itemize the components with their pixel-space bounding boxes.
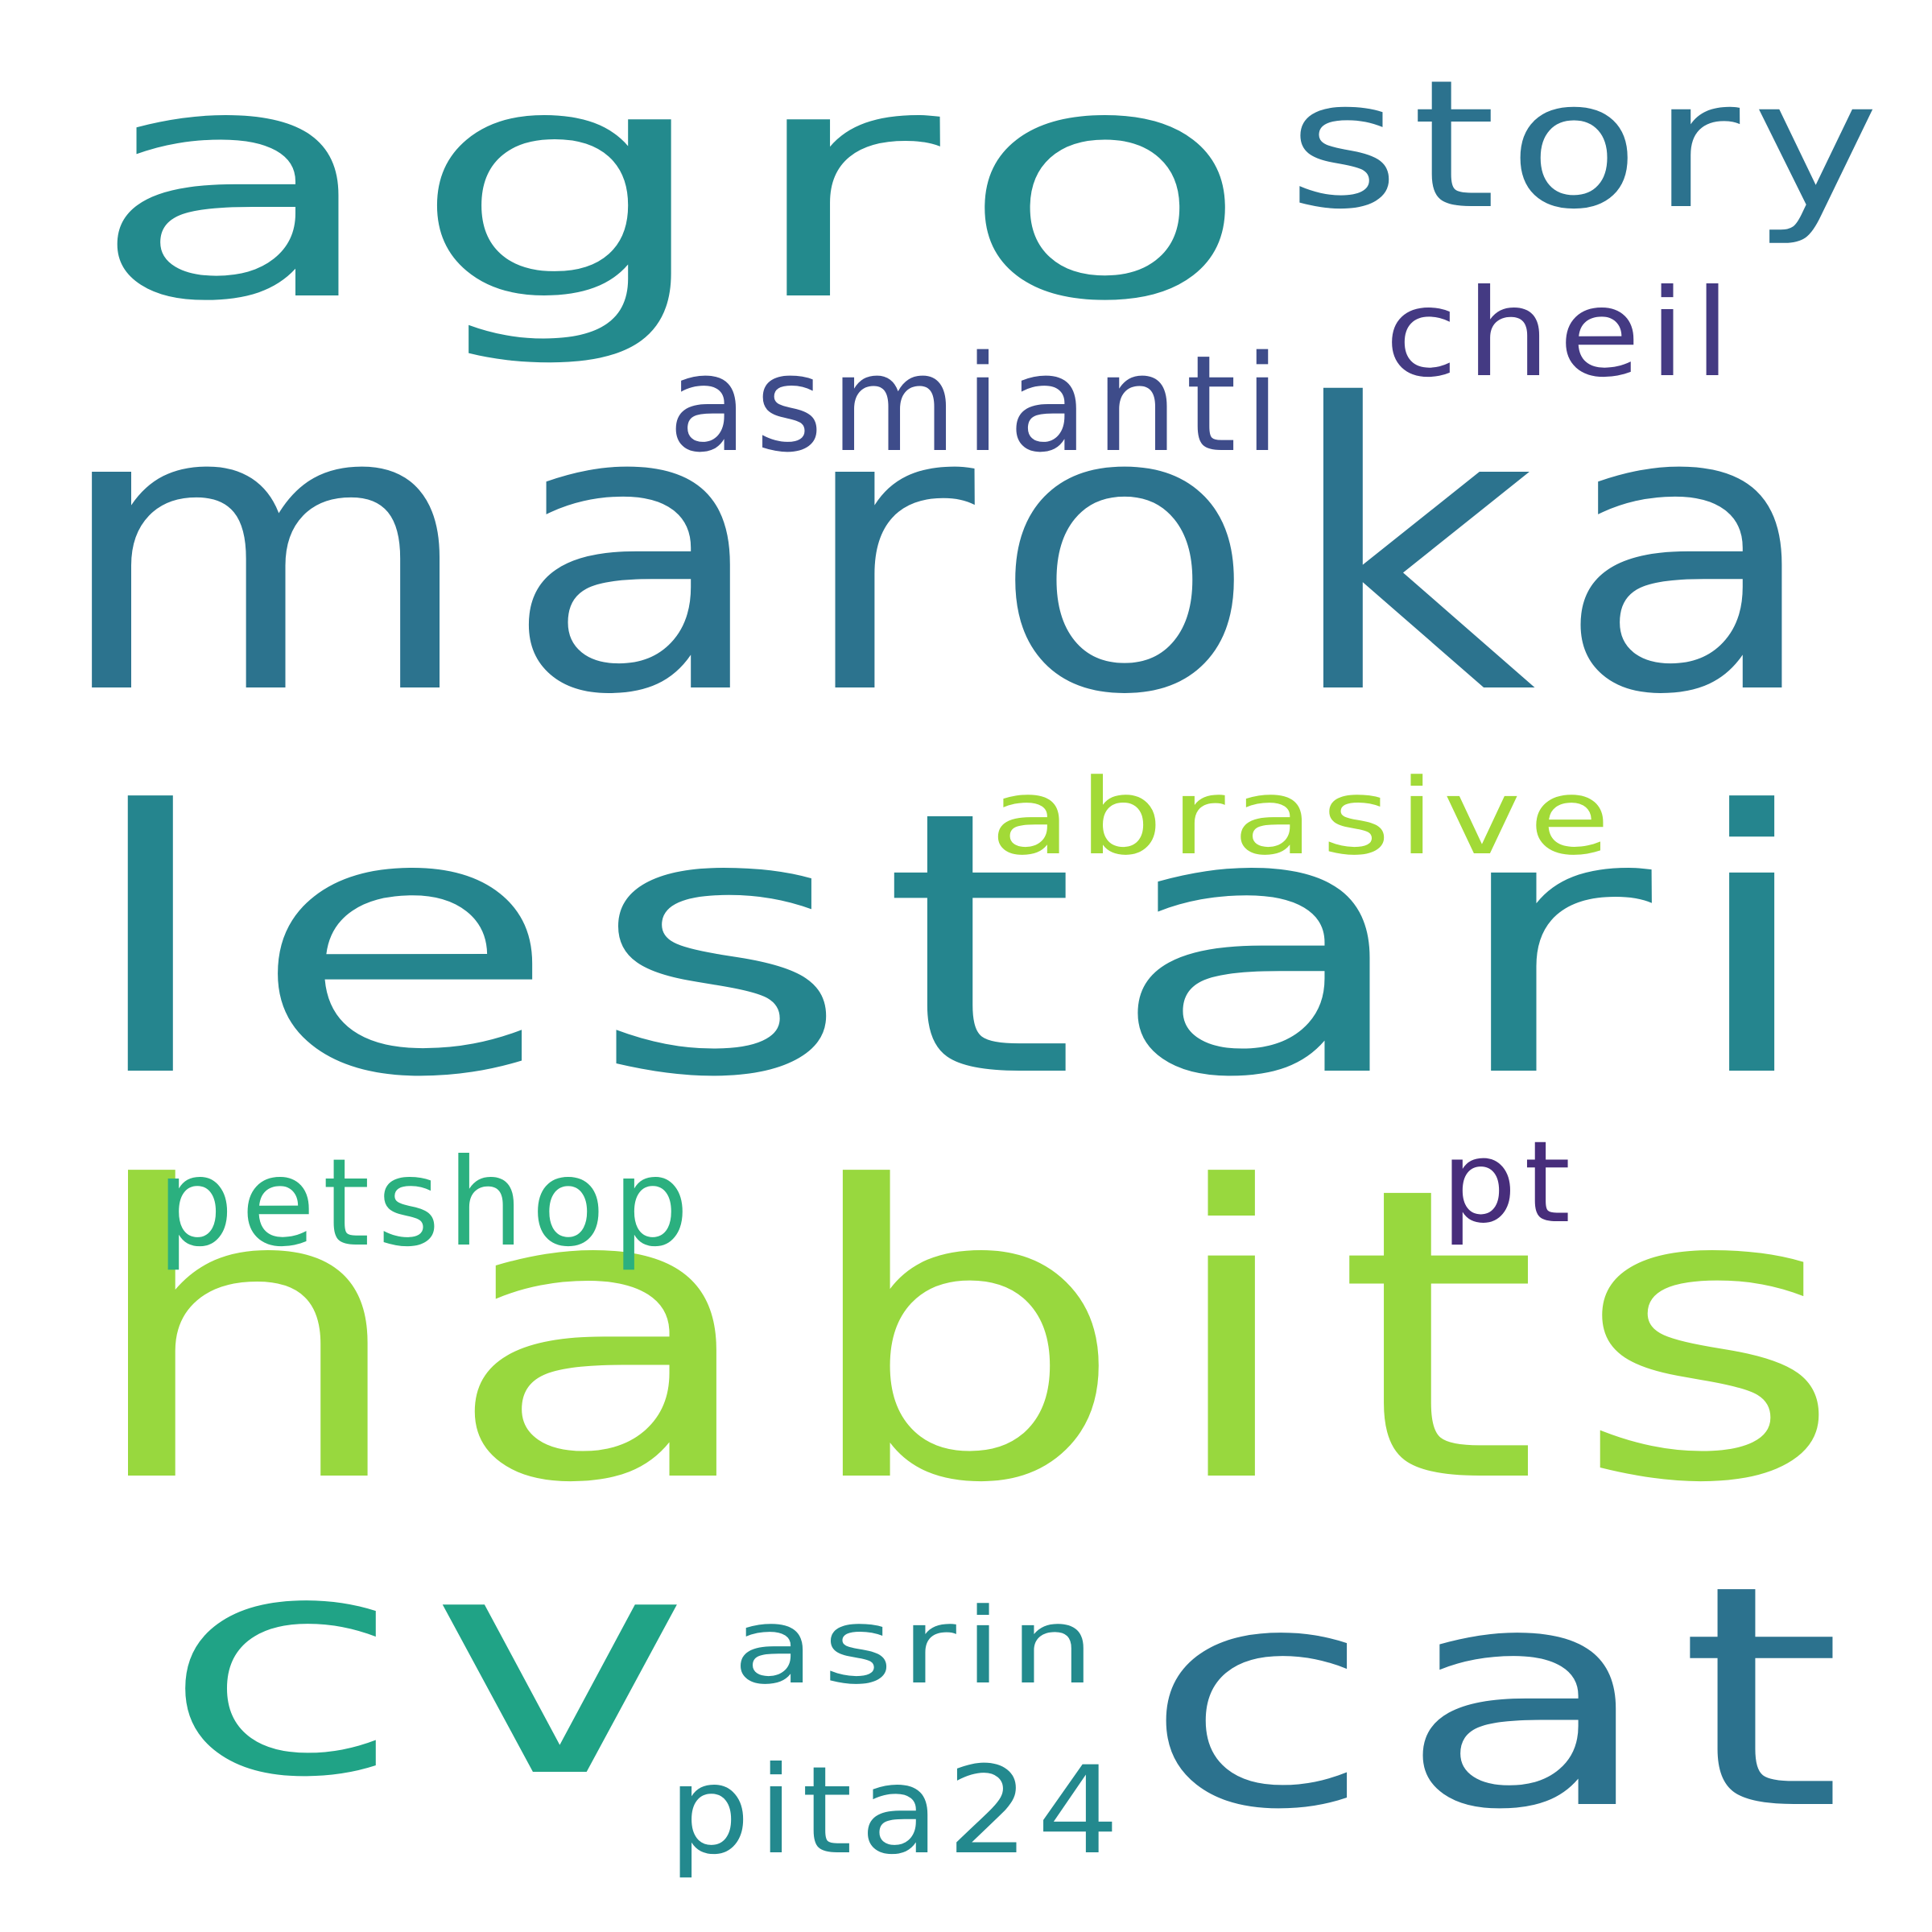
word-asrin: asrin [733,1585,1103,1707]
word-cat: cat [1143,1520,1868,1876]
word-habits: habits [80,1102,1876,1571]
word-cv: cv [161,1488,716,1844]
word-lestari: lestari [80,735,1852,1157]
word-cheil: cheil [1385,264,1739,404]
word-story: story [1288,42,1892,248]
word-petshop: petshop [157,1133,696,1274]
word-asmianti: asmianti [668,327,1288,481]
word-agro: agro [89,0,1280,372]
word-abrasive: abrasive [990,756,1618,878]
word-maroka: maroka [52,321,1847,781]
word-pt: pt [1441,1117,1578,1249]
word-pita24: pita24 [668,1741,1127,1881]
